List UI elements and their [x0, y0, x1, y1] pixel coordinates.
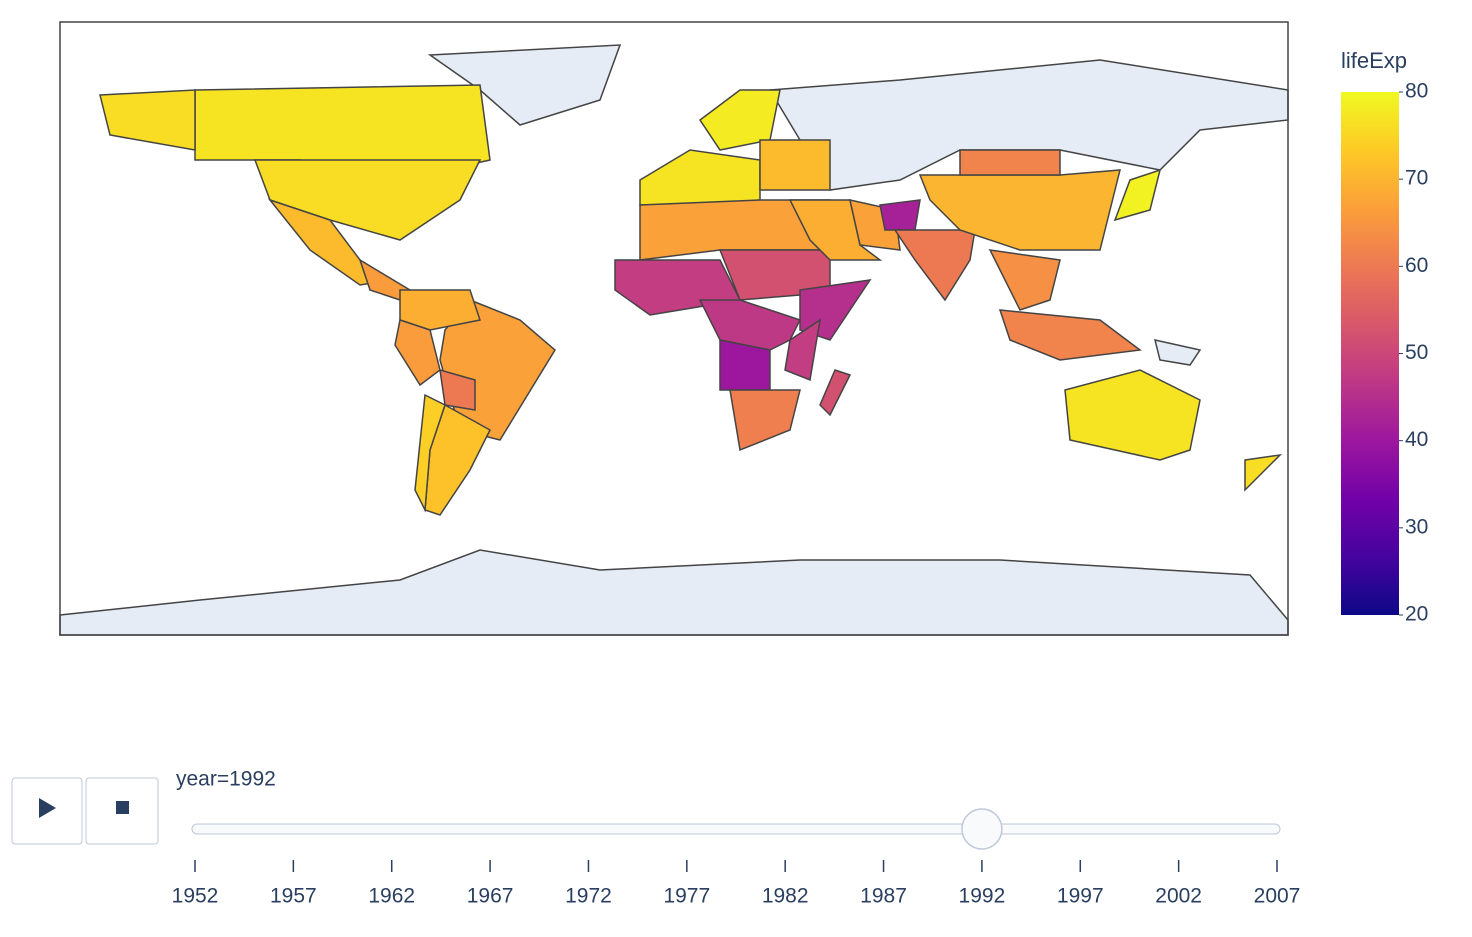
country	[998, 309, 1142, 361]
slider-tick-label: 1977	[663, 885, 710, 908]
country	[893, 229, 976, 302]
slider-tick-label: 2007	[1254, 885, 1301, 908]
country	[1113, 168, 1162, 222]
colorbar-tick-label: 20	[1405, 603, 1428, 626]
country	[784, 318, 822, 382]
slider-track[interactable]	[191, 823, 1281, 835]
country	[99, 89, 196, 151]
slider-tick-label: 1987	[860, 885, 907, 908]
stop-button[interactable]	[85, 777, 159, 845]
slider-tick-label: 1957	[270, 885, 317, 908]
country	[698, 299, 802, 351]
colorbar-tick-label: 60	[1405, 254, 1428, 277]
colorbar-tick-label: 30	[1405, 515, 1428, 538]
slider-handle[interactable]	[961, 808, 1003, 850]
no-data-region	[427, 44, 622, 126]
country	[439, 368, 476, 411]
stop-icon	[116, 801, 129, 814]
slider-tick-label: 1967	[467, 885, 514, 908]
play-button[interactable]	[11, 777, 83, 845]
map-frame	[59, 21, 1289, 636]
colorbar	[1341, 92, 1399, 615]
slider-tick-label: 1972	[565, 885, 612, 908]
country	[698, 89, 781, 151]
colorbar-tick-label: 40	[1405, 428, 1428, 451]
slider-label: year=1992	[176, 768, 276, 791]
play-icon	[39, 798, 56, 818]
no-data-region	[1153, 339, 1202, 366]
country	[1244, 453, 1283, 492]
country	[879, 199, 921, 231]
country	[1064, 369, 1201, 461]
colorbar-tick-label: 80	[1405, 80, 1428, 103]
slider-tick-label: 1962	[368, 885, 415, 908]
slider-tick-label: 1992	[959, 885, 1006, 908]
country	[399, 289, 481, 331]
colorbar-title: lifeExp	[1341, 48, 1407, 73]
slider-tick-label: 1997	[1057, 885, 1104, 908]
slider-tick-label: 1982	[762, 885, 809, 908]
country	[394, 319, 441, 387]
country	[759, 139, 831, 191]
map-layer	[59, 44, 1289, 636]
country	[959, 149, 1061, 176]
country	[729, 389, 801, 452]
colorbar-tick-label: 70	[1405, 167, 1428, 190]
country	[819, 369, 852, 417]
slider-tick-label: 2002	[1155, 885, 1202, 908]
country	[988, 249, 1061, 311]
slider-tick-label: 1952	[172, 885, 219, 908]
colorbar-tick-label: 50	[1405, 341, 1428, 364]
country	[414, 393, 446, 513]
